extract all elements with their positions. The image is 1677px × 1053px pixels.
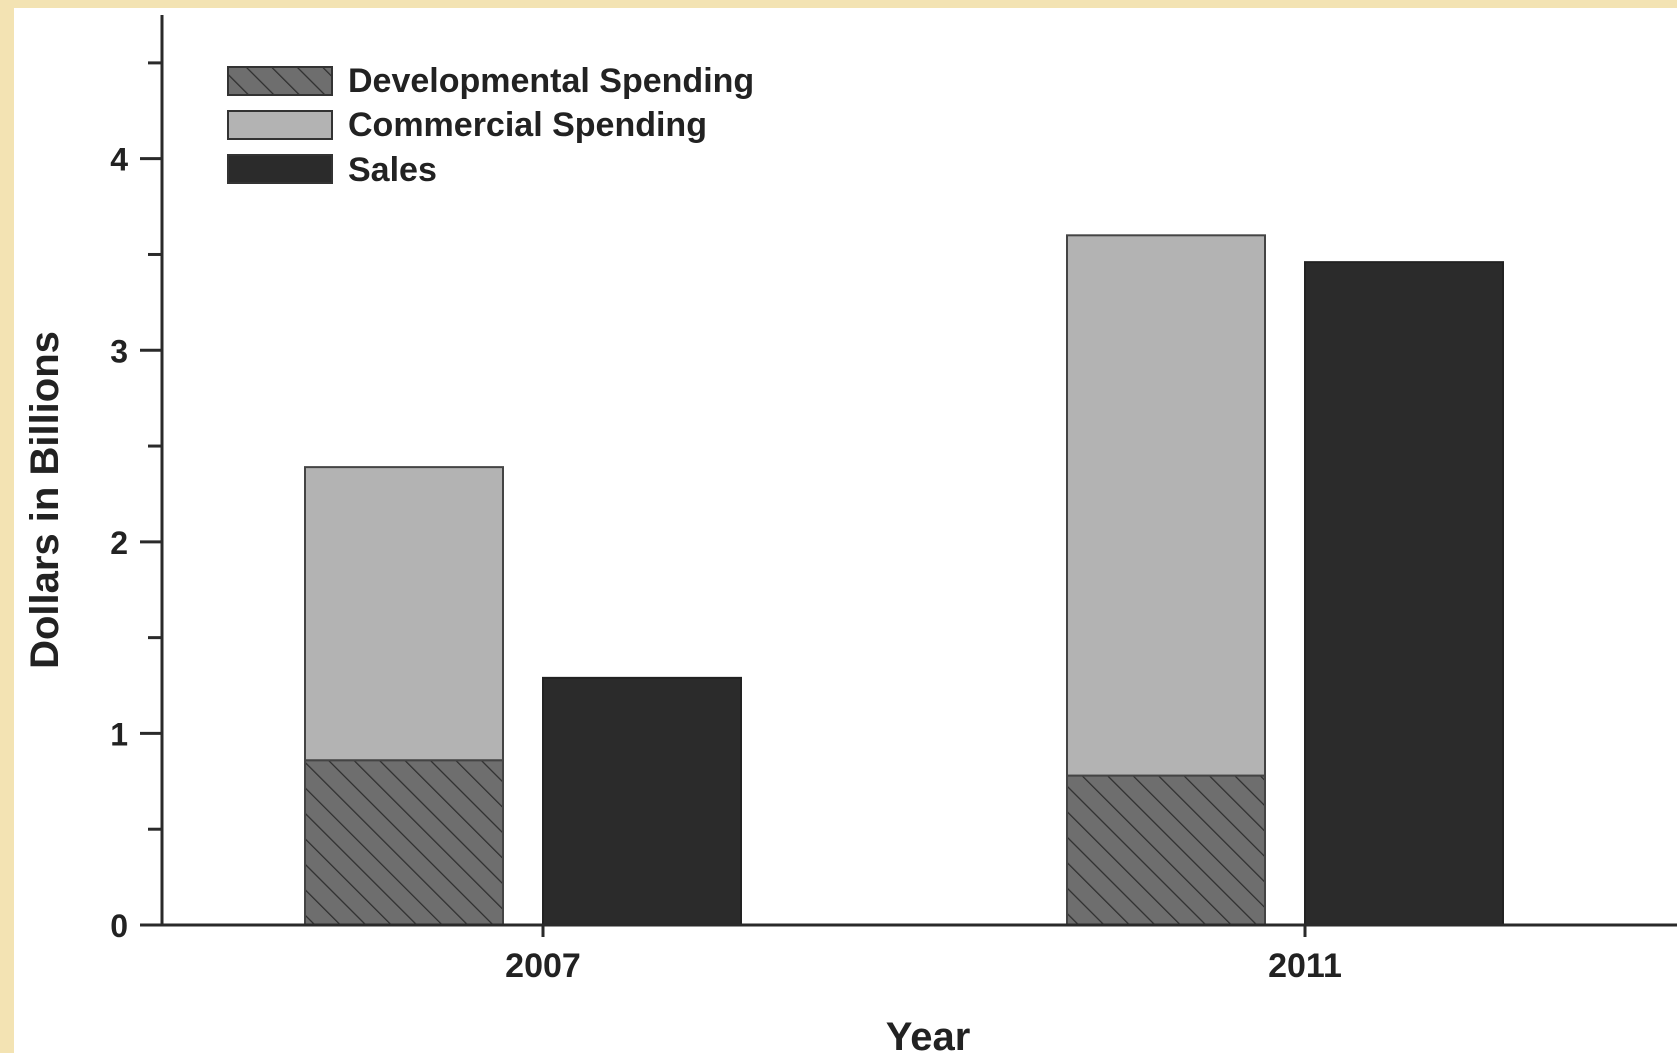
axes-layer: 2007 2011 0 1 2 3 4 [110, 15, 1677, 985]
legend: Developmental Spending Commercial Spendi… [227, 62, 754, 189]
bar-commercial-2007 [304, 466, 504, 762]
y-axis-label: Dollars in Billions [23, 331, 67, 669]
y-tick-label-0: 0 [110, 908, 128, 944]
legend-label-commercial: Commercial Spending [348, 106, 707, 144]
legend-label-developmental: Developmental Spending [348, 62, 754, 100]
legend-swatch-sales [227, 154, 333, 184]
bar-developmental-2011 [1066, 774, 1266, 926]
y-tick-label-3: 3 [110, 333, 128, 369]
bar-developmental-2007 [304, 759, 504, 927]
legend-label-sales: Sales [348, 151, 437, 189]
y-tick-label-1: 1 [110, 716, 128, 752]
bar-sales-2011 [1304, 261, 1504, 926]
legend-swatch-commercial [227, 110, 333, 140]
bar-sales-2007 [542, 676, 742, 926]
x-tick-label-2007: 2007 [505, 947, 581, 985]
legend-swatch-developmental [227, 66, 333, 96]
bars-layer [304, 234, 1504, 927]
bar-commercial-2011 [1066, 234, 1266, 777]
x-tick-label-2011: 2011 [1268, 947, 1342, 985]
y-tick-label-4: 4 [110, 142, 128, 178]
y-tick-label-2: 2 [110, 525, 128, 561]
x-axis-label: Year [886, 1015, 971, 1053]
